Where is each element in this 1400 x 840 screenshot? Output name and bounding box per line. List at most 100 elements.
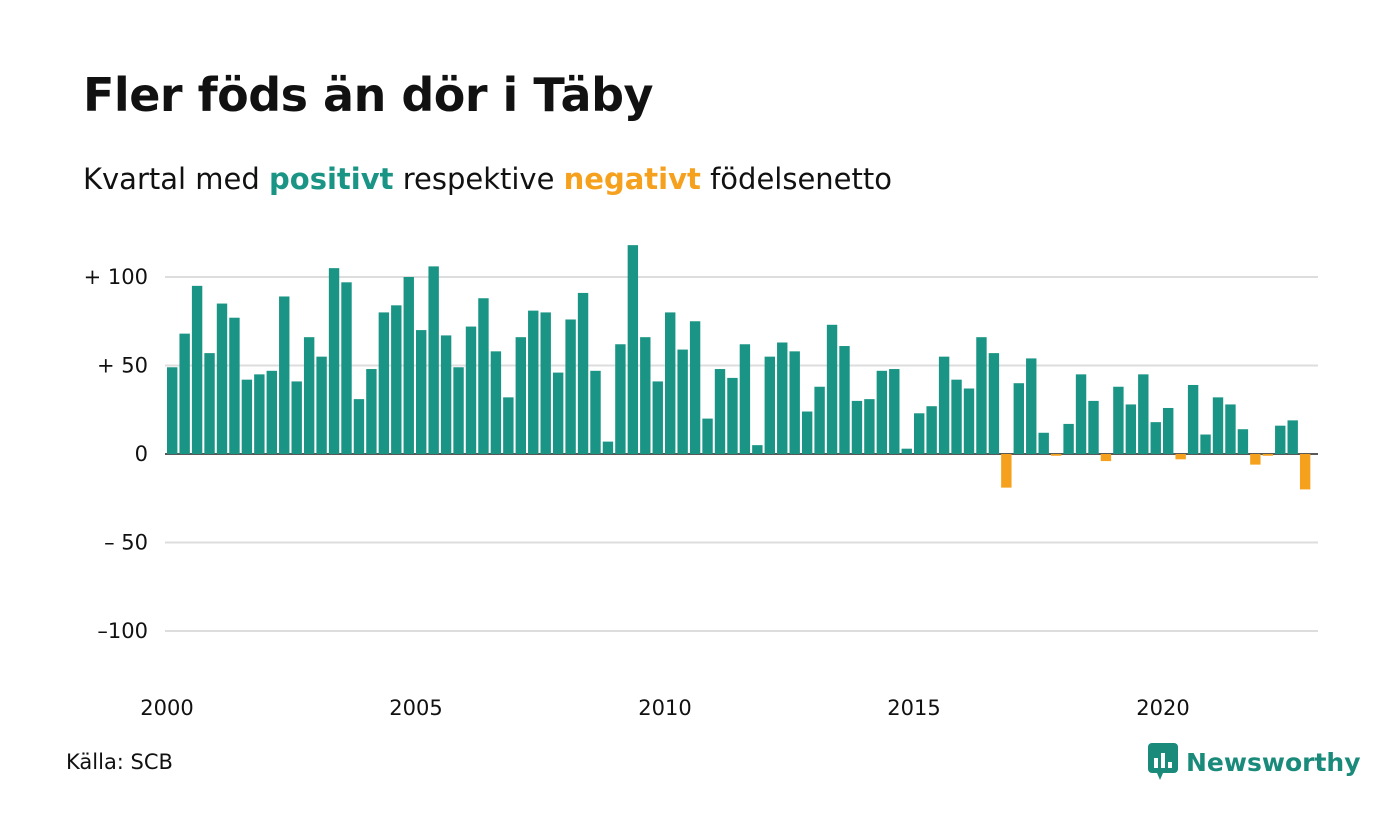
bar-2014-q3 <box>889 369 900 454</box>
bar-2013-q4 <box>851 400 863 454</box>
bar-2006-q3 <box>490 351 502 454</box>
bar-2007-q2 <box>528 310 539 454</box>
bar-2001-q4 <box>254 374 265 454</box>
bar-2020-q1 <box>1163 407 1174 454</box>
y-tick-label: –100 <box>97 619 148 643</box>
bar-2019-q1 <box>1113 386 1124 454</box>
bar-2020-q3 <box>1187 384 1199 454</box>
bar-2005-q2 <box>428 266 439 454</box>
bar-2004-q1 <box>366 369 377 454</box>
bar-2011-q1 <box>714 369 726 454</box>
bar-2006-q2 <box>478 298 489 454</box>
bar-2004-q4 <box>403 277 414 454</box>
bar-2014-q4 <box>901 448 912 454</box>
bar-2003-q1 <box>316 356 327 454</box>
x-tick-label: 2020 <box>1136 696 1189 720</box>
newsworthy-logo-icon <box>1148 743 1178 780</box>
source-note: Källa: SCB <box>66 750 173 774</box>
bar-2012-q1 <box>764 356 775 454</box>
bar-2018-q2 <box>1075 374 1087 454</box>
bar-2004-q2 <box>378 312 390 454</box>
chart-subtitle: Kvartal med positivt respektive negativt… <box>83 162 892 196</box>
bar-2021-q1 <box>1212 397 1224 454</box>
bar-2001-q2 <box>229 317 240 454</box>
bar-2008-q1 <box>565 319 576 454</box>
brand-name: Newsworthy <box>1186 747 1361 777</box>
bar-2013-q2 <box>826 324 838 454</box>
bar-2007-q3 <box>540 312 551 454</box>
subtitle-middle: respektive <box>393 162 564 196</box>
bar-2022-q2 <box>1275 425 1286 454</box>
bar-2002-q1 <box>266 370 277 454</box>
bar-2004-q3 <box>391 305 402 454</box>
bar-2003-q4 <box>353 399 365 454</box>
bar-2003-q3 <box>341 282 352 454</box>
bar-2002-q4 <box>303 337 315 454</box>
bar-2013-q3 <box>839 346 850 454</box>
bar-2000-q2 <box>179 333 190 454</box>
bar-2008-q2 <box>577 292 589 454</box>
bar-2015-q3 <box>938 356 950 454</box>
bar-2015-q1 <box>914 413 925 454</box>
bar-2008-q4 <box>602 441 614 454</box>
bar-2009-q1 <box>615 344 626 454</box>
bar-2017-q3 <box>1038 432 1049 454</box>
bar-2002-q3 <box>291 381 302 454</box>
bar-2007-q1 <box>515 337 526 454</box>
bar-2016-q3 <box>988 353 1000 454</box>
bar-2014-q2 <box>876 370 888 454</box>
bar-2020-q2 <box>1175 454 1186 460</box>
bar-2005-q3 <box>440 335 452 454</box>
bar-2011-q4 <box>752 445 763 454</box>
bar-2016-q1 <box>963 388 975 454</box>
bar-2014-q1 <box>864 399 875 454</box>
bar-2001-q3 <box>241 379 253 454</box>
x-tick-label: 2005 <box>389 696 442 720</box>
bar-2018-q4 <box>1100 454 1112 462</box>
bar-2012-q3 <box>789 351 800 454</box>
bar-2006-q1 <box>465 326 477 454</box>
bar-2019-q4 <box>1150 422 1161 454</box>
bar-2019-q3 <box>1138 374 1149 454</box>
bar-2017-q2 <box>1026 358 1037 454</box>
bar-2000-q3 <box>191 285 203 454</box>
bar-2015-q2 <box>926 406 937 454</box>
bar-2018-q3 <box>1088 400 1099 454</box>
bar-2010-q4 <box>702 418 713 454</box>
bar-2022-q3 <box>1287 420 1298 454</box>
bar-2012-q4 <box>801 411 813 454</box>
bar-2013-q1 <box>814 386 825 454</box>
bar-2020-q4 <box>1200 434 1211 454</box>
bar-2010-q3 <box>689 321 701 454</box>
x-axis-ticks: 2000 2005 2010 2015 2020 <box>140 696 1189 720</box>
bar-2000-q4 <box>204 353 215 454</box>
subtitle-positive-label: positivt <box>269 162 394 196</box>
bar-2010-q2 <box>677 349 688 454</box>
bar-2008-q3 <box>590 370 601 454</box>
bar-2003-q2 <box>328 268 340 454</box>
bar-2011-q2 <box>727 377 738 454</box>
bars <box>167 245 1311 490</box>
bar-2000-q1 <box>167 367 178 454</box>
bar-2007-q4 <box>552 372 564 454</box>
y-tick-label: + 100 <box>84 265 148 289</box>
bar-2006-q4 <box>503 397 514 454</box>
chart-title: Fler föds än dör i Täby <box>83 68 654 122</box>
y-tick-label: 0 <box>135 442 148 466</box>
bar-2002-q2 <box>279 296 290 454</box>
bar-2021-q4 <box>1250 454 1261 465</box>
y-axis-ticks: + 100 + 50 0 – 50 –100 <box>84 265 148 643</box>
bar-2018-q1 <box>1063 423 1074 454</box>
y-tick-label: – 50 <box>104 531 148 555</box>
brand-logo: Newsworthy <box>1148 742 1361 782</box>
x-tick-label: 2010 <box>638 696 691 720</box>
bar-2012-q2 <box>777 342 788 454</box>
bar-2005-q4 <box>453 367 464 454</box>
bar-2022-q1 <box>1262 454 1273 456</box>
bar-2017-q1 <box>1013 383 1024 454</box>
bar-2021-q2 <box>1225 404 1236 454</box>
bar-2021-q3 <box>1237 429 1249 454</box>
bar-2005-q1 <box>416 330 427 454</box>
bar-2016-q4 <box>1001 454 1012 488</box>
